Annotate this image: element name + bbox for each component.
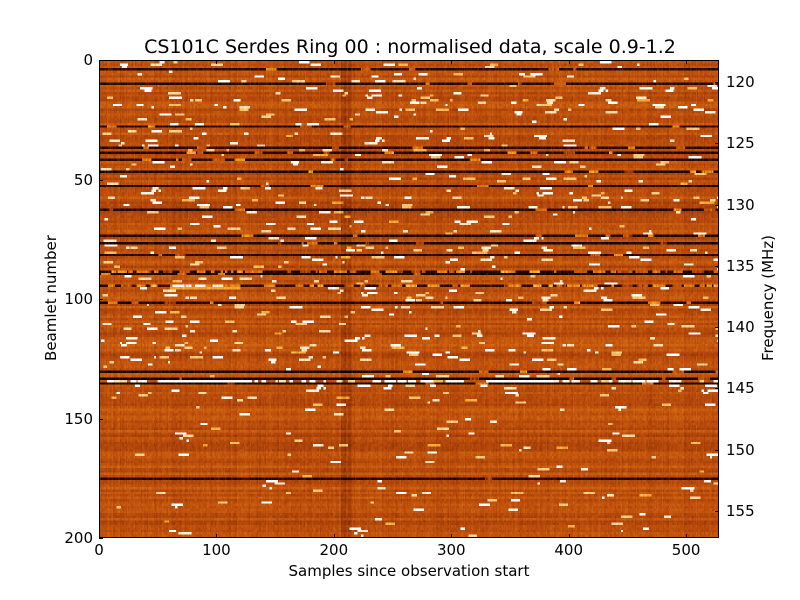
x-tick-label: 100	[202, 541, 231, 559]
tick-mark	[216, 534, 218, 538]
x-tick-label: 300	[436, 541, 466, 559]
tick-mark	[99, 60, 100, 64]
heatmap-plot-area	[99, 60, 719, 538]
tick-mark	[715, 388, 719, 390]
tick-mark	[99, 60, 103, 61]
tick-mark	[715, 143, 719, 145]
y2-tick-label: 130	[726, 195, 755, 214]
tick-mark	[715, 449, 719, 451]
x-tick-label: 0	[94, 541, 104, 559]
tick-mark	[99, 299, 103, 300]
x-tick-label: 500	[671, 541, 701, 559]
y-axis-label: Beamlet number	[42, 235, 60, 361]
tick-mark	[568, 534, 570, 538]
y2-tick-label: 145	[726, 379, 755, 398]
y2-tick-label: 150	[726, 440, 755, 459]
y-tick-label: 100	[64, 290, 93, 308]
heatmap-cells	[100, 61, 718, 537]
tick-mark	[99, 418, 103, 420]
y2-tick-label: 120	[726, 73, 755, 92]
y-tick-label: 200	[64, 529, 93, 547]
tick-mark	[451, 60, 453, 64]
tick-mark	[568, 60, 570, 64]
y2-tick-label: 135	[726, 256, 755, 275]
y-tick-label: 0	[83, 51, 93, 69]
x-tick-label: 200	[319, 541, 349, 559]
tick-mark	[333, 60, 335, 64]
tick-mark	[99, 534, 100, 538]
tick-mark	[686, 60, 688, 64]
x-tick-label: 400	[554, 541, 583, 559]
y-tick-label: 50	[73, 170, 93, 189]
x-axis-label: Samples since observation start	[288, 562, 530, 580]
y2-tick-label: 155	[726, 502, 755, 521]
chart-title: CS101C Serdes Ring 00 : normalised data,…	[144, 36, 676, 58]
secondary-y-axis-label: Frequency (MHz)	[759, 234, 777, 362]
tick-mark	[715, 511, 719, 513]
tick-mark	[715, 327, 719, 329]
tick-mark	[451, 534, 453, 538]
tick-mark	[715, 265, 719, 267]
tick-mark	[333, 534, 335, 538]
tick-mark	[216, 60, 218, 64]
tick-mark	[715, 82, 719, 84]
tick-mark	[715, 204, 719, 206]
tick-mark	[686, 534, 688, 538]
y2-tick-label: 125	[726, 134, 755, 153]
tick-mark	[99, 538, 103, 539]
y2-tick-label: 140	[726, 318, 755, 337]
tick-mark	[99, 179, 103, 181]
y-tick-label: 150	[64, 409, 93, 428]
